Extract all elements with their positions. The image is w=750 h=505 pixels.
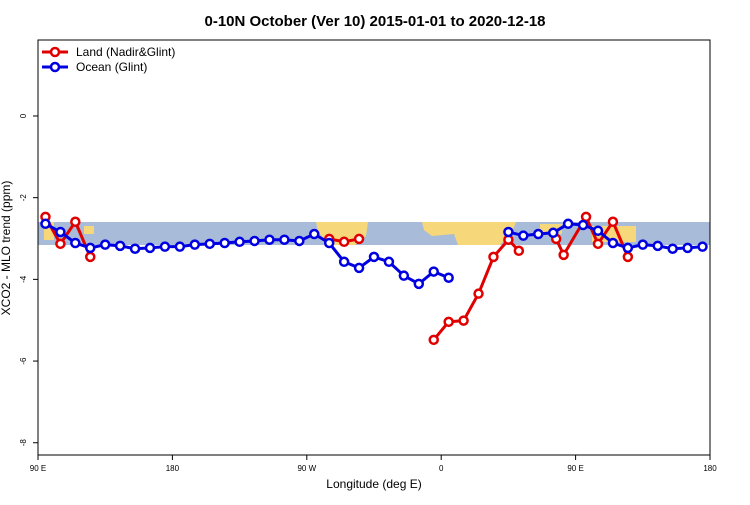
data-point [234, 236, 245, 248]
data-point [518, 230, 529, 241]
data-point [129, 243, 141, 254]
data-point [70, 237, 81, 249]
data-point [40, 218, 51, 230]
x-tick-label: 90 E [567, 464, 583, 473]
data-point [558, 249, 569, 261]
data-point [577, 219, 589, 231]
legend-marker [49, 46, 61, 58]
data-point [264, 234, 275, 245]
data-point [383, 256, 395, 268]
data-point [85, 251, 96, 263]
data-point [55, 226, 66, 238]
x-axis-label: Longitude (deg E) [326, 477, 421, 491]
data-point [309, 228, 320, 240]
plot-frame [37, 39, 711, 456]
data-point [294, 235, 305, 247]
y-tick-label: -6 [19, 357, 28, 365]
legend: Land (Nadir&Glint)Ocean (Glint) [42, 45, 175, 74]
data-point [592, 238, 604, 250]
data-point [513, 245, 525, 257]
data-point [353, 262, 365, 274]
data-point [219, 237, 230, 249]
data-point [99, 239, 111, 250]
data-point [338, 256, 350, 268]
data-point [204, 238, 215, 250]
data-point [562, 218, 574, 230]
data-point [652, 240, 663, 252]
data-point [622, 251, 634, 263]
data-point [323, 237, 335, 249]
legend-label: Ocean (Glint) [76, 60, 147, 74]
data-point [637, 239, 649, 250]
y-tick-label: -8 [19, 439, 28, 447]
legend-marker [49, 61, 61, 73]
data-point [488, 251, 499, 263]
data-point [249, 235, 260, 247]
legend-label: Land (Nadir&Glint) [76, 45, 175, 59]
data-point [85, 242, 96, 254]
data-point [622, 242, 634, 254]
y-tick-label: -4 [19, 275, 28, 283]
data-point [398, 270, 410, 281]
data-point [580, 211, 592, 223]
data-point [279, 234, 290, 245]
land-shape [84, 226, 94, 234]
data-point [70, 216, 81, 228]
x-tick-label: 90 E [30, 464, 46, 473]
data-point [189, 239, 201, 250]
data-point [473, 288, 484, 299]
data-point [443, 316, 454, 328]
data-point [338, 236, 350, 248]
data-point [443, 272, 454, 283]
data-point [682, 242, 693, 254]
y-tick-label: -2 [19, 194, 28, 202]
land-shape [44, 222, 54, 240]
data-point [458, 315, 469, 326]
data-point [353, 233, 365, 245]
y-axis-label: XCO2 - MLO trend (ppm) [0, 181, 13, 316]
data-point [428, 334, 439, 346]
chart-title: 0-10N October (Ver 10) 2015-01-01 to 202… [204, 13, 545, 30]
x-tick-label: 180 [166, 464, 180, 473]
x-tick-label: 90 W [297, 464, 316, 473]
data-point [144, 242, 156, 254]
data-point [159, 241, 171, 252]
data-point [428, 266, 439, 277]
data-point [667, 243, 678, 254]
data-point [547, 227, 559, 239]
x-tick-label: 180 [703, 464, 717, 473]
data-point [533, 228, 544, 240]
data-point [697, 241, 708, 252]
data-point [503, 226, 514, 238]
data-point [174, 241, 186, 252]
x-tick-label: 0 [439, 464, 444, 473]
data-point [607, 216, 619, 228]
data-point [368, 251, 380, 263]
data-point [607, 237, 619, 249]
data-point [413, 278, 425, 290]
data-point [114, 240, 126, 252]
land-shape [422, 222, 516, 245]
y-tick-label: 0 [19, 113, 28, 118]
data-point [55, 238, 66, 250]
data-point [592, 225, 604, 237]
